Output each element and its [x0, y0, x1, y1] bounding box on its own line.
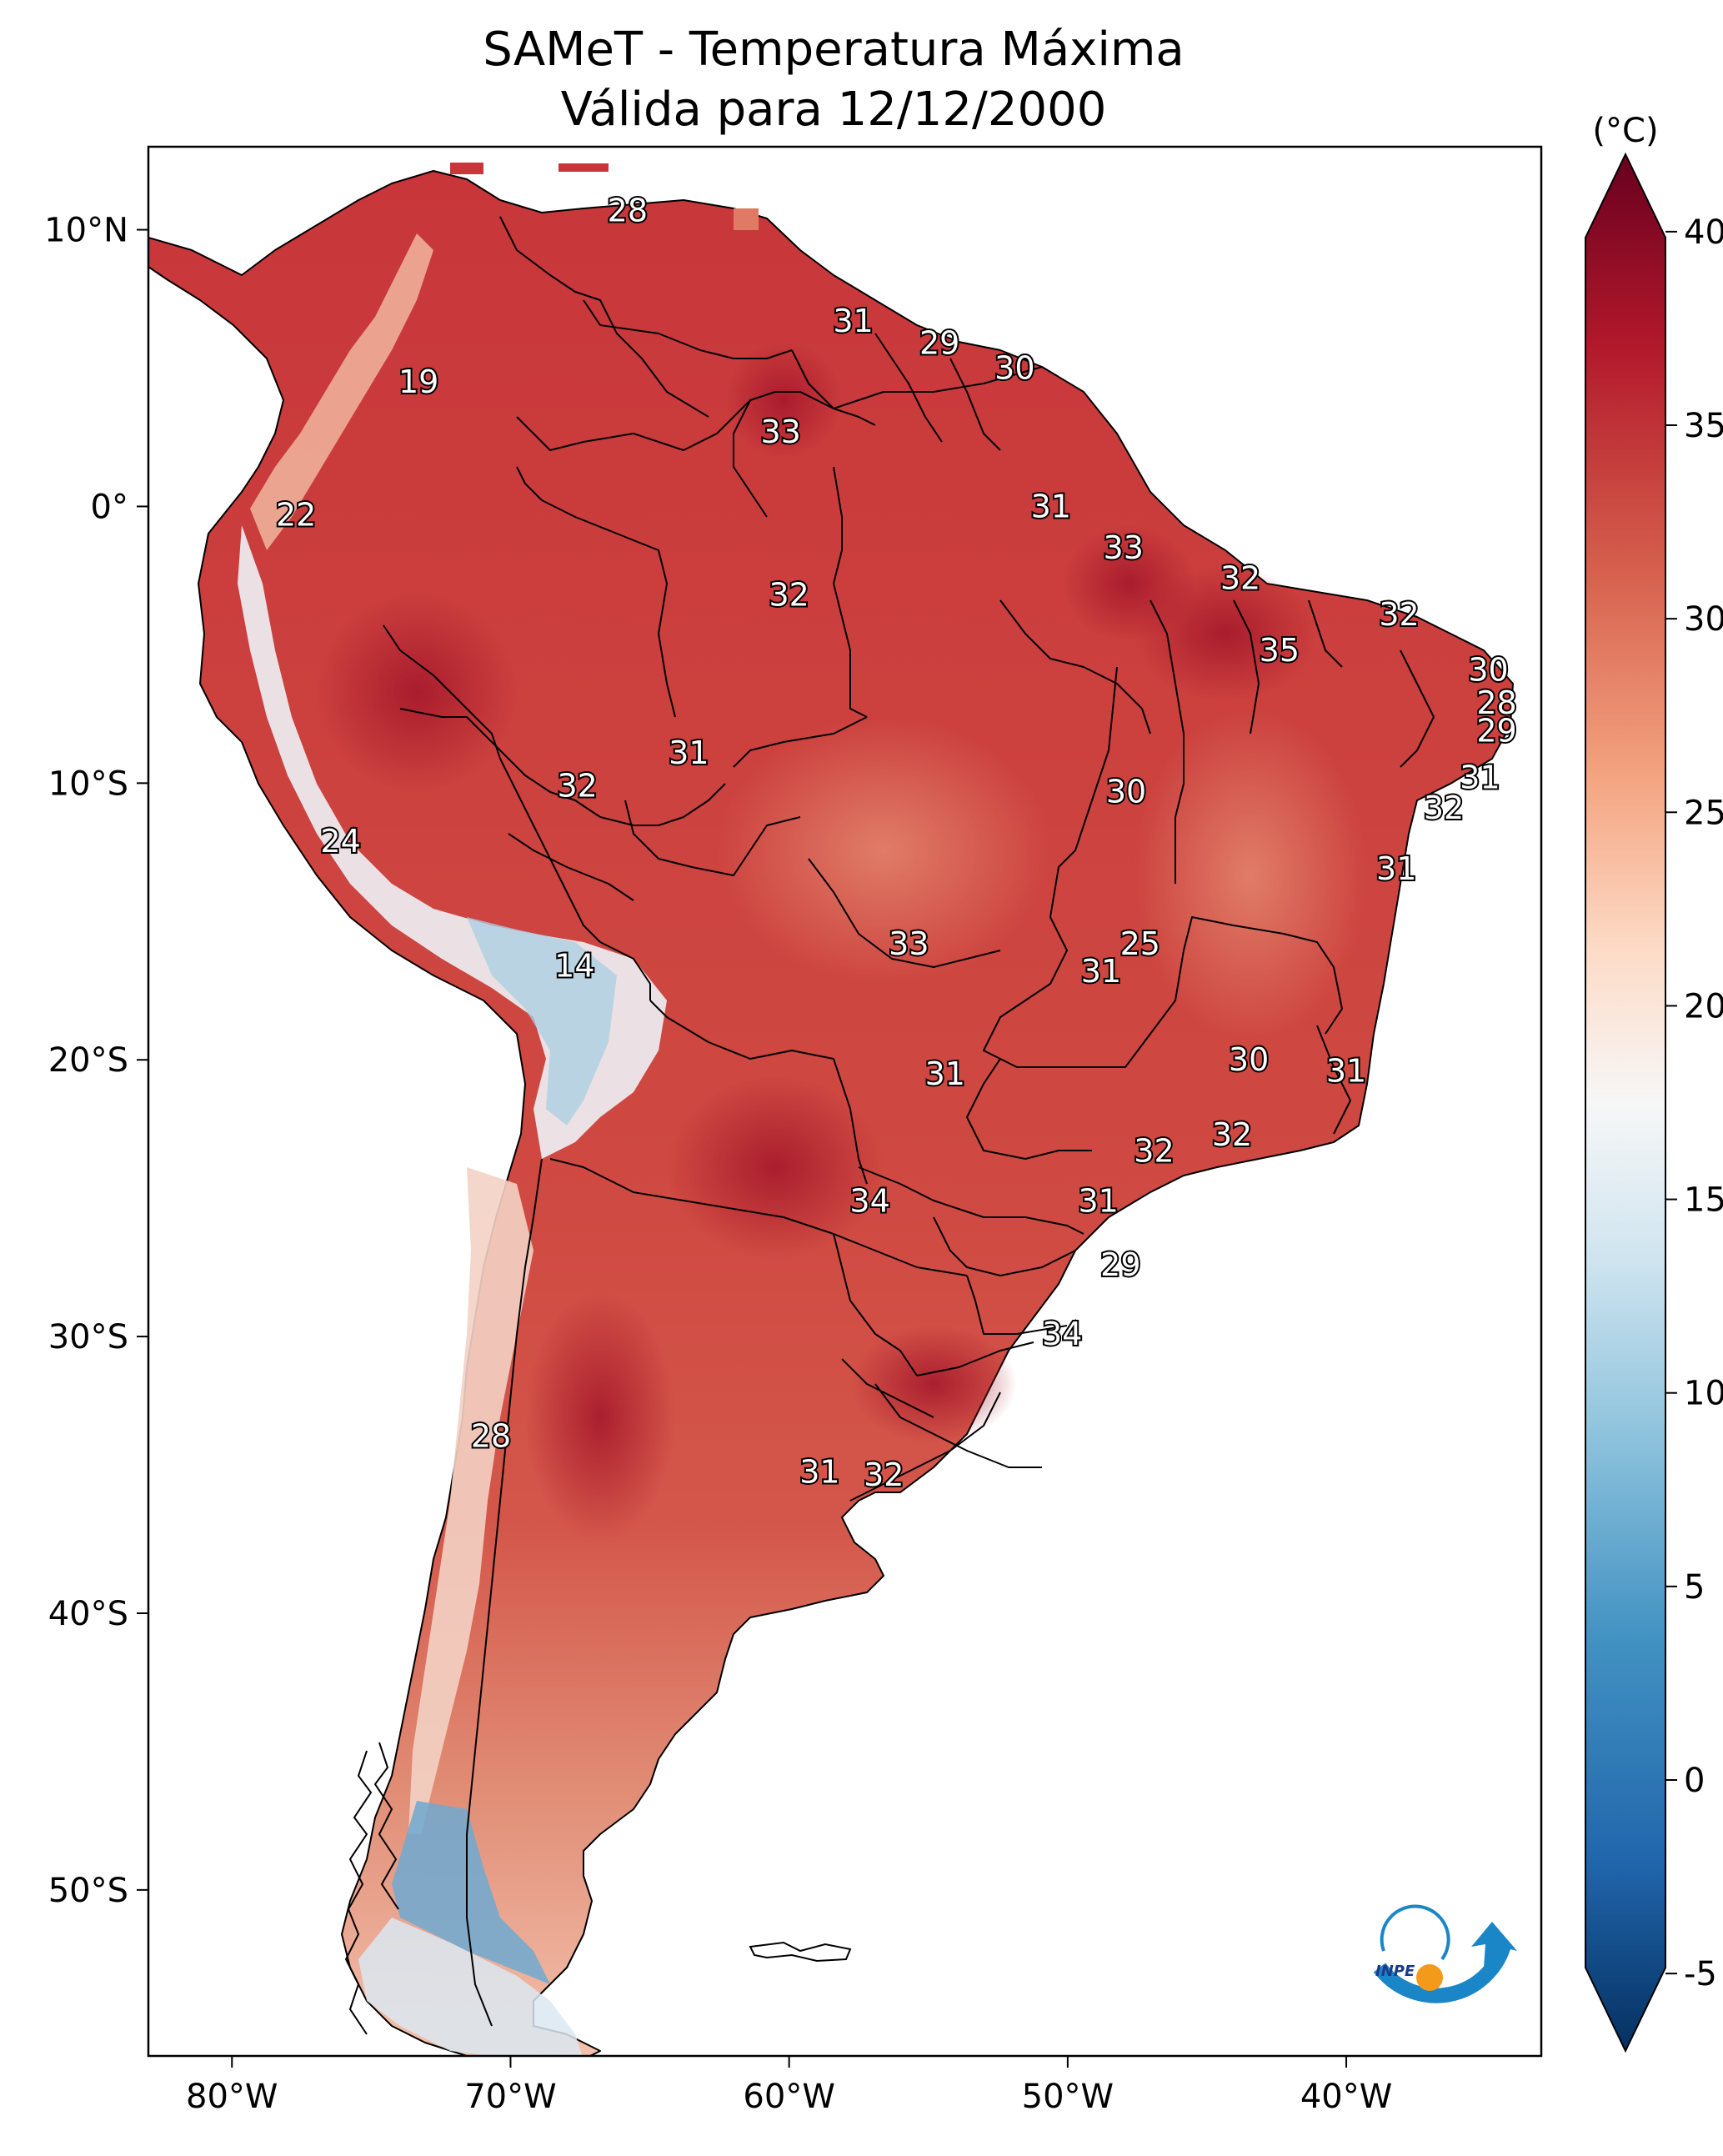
x-tick-label: 80°W	[186, 2078, 278, 2116]
temperature-label: 24	[320, 823, 360, 860]
fjord-coast	[344, 1742, 399, 2035]
temperature-label: 30	[1229, 1041, 1269, 1078]
colorbar: (°C) 40 35 30 25 20 15 10 5 0 -5	[1585, 112, 1723, 2053]
y-tick-label: 10°S	[48, 765, 128, 803]
temperature-label: 33	[1104, 529, 1144, 566]
island	[734, 208, 759, 230]
y-tick-label: 30°S	[48, 1318, 128, 1356]
temperature-label: 31	[1078, 1182, 1118, 1219]
temperature-label: 29	[1476, 712, 1516, 749]
temperature-label: 19	[398, 364, 438, 400]
temperature-label: 28	[1476, 684, 1516, 721]
x-tick-label: 40°W	[1300, 2078, 1392, 2116]
temperature-label: 33	[760, 414, 800, 450]
temperature-label: 32	[864, 1457, 904, 1493]
logo-arrow-icon	[1471, 1922, 1517, 1972]
northern-andes-pale	[250, 233, 433, 550]
temperature-label: 31	[1460, 760, 1500, 796]
hot-spot	[725, 342, 842, 459]
temperature-label: 31	[1326, 1052, 1366, 1089]
temperature-label: 34	[1042, 1316, 1082, 1352]
falkland-islands	[749, 1941, 852, 1963]
temperature-label: 28	[608, 192, 648, 228]
title-line2: Válida para 12/12/2000	[561, 83, 1107, 137]
temperature-label: 32	[1134, 1133, 1174, 1170]
x-tick-label: 50°W	[1022, 2078, 1114, 2116]
colorbar-tick-label: 35	[1684, 407, 1723, 445]
inpe-logo: INPE	[1373, 1904, 1517, 2003]
logo-text: INPE	[1375, 1963, 1415, 1980]
x-axis: 80°W 70°W 60°W 50°W 40°W	[186, 2056, 1392, 2116]
temperature-label: 30	[1106, 773, 1146, 810]
hot-spot	[1134, 567, 1317, 700]
temperature-label: 30	[994, 350, 1034, 387]
warm-zone	[1134, 709, 1367, 1042]
y-tick-label: 40°S	[48, 1595, 128, 1633]
y-tick-label: 20°S	[48, 1041, 128, 1080]
temperature-label: 28	[471, 1418, 511, 1455]
hot-spot	[850, 1326, 1017, 1442]
x-tick-label: 60°W	[743, 2078, 834, 2116]
temperature-label: 31	[799, 1454, 839, 1491]
temperature-label: 31	[669, 735, 709, 771]
colorbar-tick-label: 0	[1684, 1762, 1705, 1800]
colorbar-tick-label: 10	[1684, 1375, 1723, 1413]
y-tick-label: 10°N	[44, 212, 128, 250]
temperature-label: 35	[1260, 632, 1300, 669]
temperature-label: 29	[919, 325, 959, 362]
island	[558, 163, 609, 172]
warm-zone	[717, 717, 1050, 984]
temperature-label: 31	[1031, 488, 1071, 524]
x-tick-label: 70°W	[464, 2078, 556, 2116]
y-axis: 10°N 0° 10°S 20°S 30°S 40°S 50°S	[44, 212, 148, 1910]
temperature-label: 32	[557, 768, 597, 805]
temperature-label: 31	[1081, 953, 1121, 990]
logo-loop	[1380, 1904, 1450, 1961]
temperature-label: 25	[1120, 925, 1160, 962]
colorbar-tick-label: 40	[1684, 213, 1723, 252]
temperature-label: 31	[1376, 850, 1416, 887]
hot-spot	[667, 1075, 884, 1259]
colorbar-tick-label: -5	[1684, 1955, 1717, 1993]
colorbar-gradient	[1585, 152, 1666, 2053]
andes-cold-core	[467, 917, 617, 1126]
temperature-label: 32	[769, 577, 809, 614]
temperature-label: 22	[276, 496, 316, 533]
patagonia-cool	[358, 1918, 583, 2056]
temperature-label: 34	[849, 1182, 889, 1219]
hot-spot	[317, 592, 517, 792]
colorbar-tick-label: 30	[1684, 600, 1723, 639]
logo-dot	[1416, 1964, 1443, 1991]
y-tick-label: 50°S	[48, 1872, 128, 1910]
colorbar-unit: (°C)	[1592, 112, 1658, 150]
temperature-label: 32	[1220, 560, 1260, 597]
temperature-label: 32	[1379, 596, 1419, 633]
temperature-label: 31	[925, 1055, 965, 1092]
map-frame	[147, 145, 1543, 2058]
colorbar-tick-label: 5	[1684, 1568, 1705, 1607]
andes-south-band	[408, 1167, 533, 1834]
temperature-label: 30	[1468, 651, 1508, 688]
country-borders	[383, 216, 1435, 2027]
temperature-label: 14	[554, 947, 594, 984]
temperature-label: 32	[1212, 1116, 1252, 1153]
temperature-label: 29	[1100, 1246, 1140, 1283]
y-tick-label: 0°	[91, 488, 128, 526]
colorbar-tick-label: 25	[1684, 794, 1723, 832]
colorbar-tick-label: 20	[1684, 987, 1723, 1025]
temperature-label: 33	[889, 925, 929, 962]
island	[450, 163, 483, 174]
colorbar-tick-label: 15	[1684, 1181, 1723, 1220]
title-line1: SAMeT - Temperatura Máxima	[483, 23, 1185, 77]
temperature-label: 32	[1424, 790, 1464, 826]
patagonia-cold	[392, 1801, 550, 1984]
hot-spot	[525, 1292, 675, 1542]
temperature-label: 31	[833, 303, 873, 339]
